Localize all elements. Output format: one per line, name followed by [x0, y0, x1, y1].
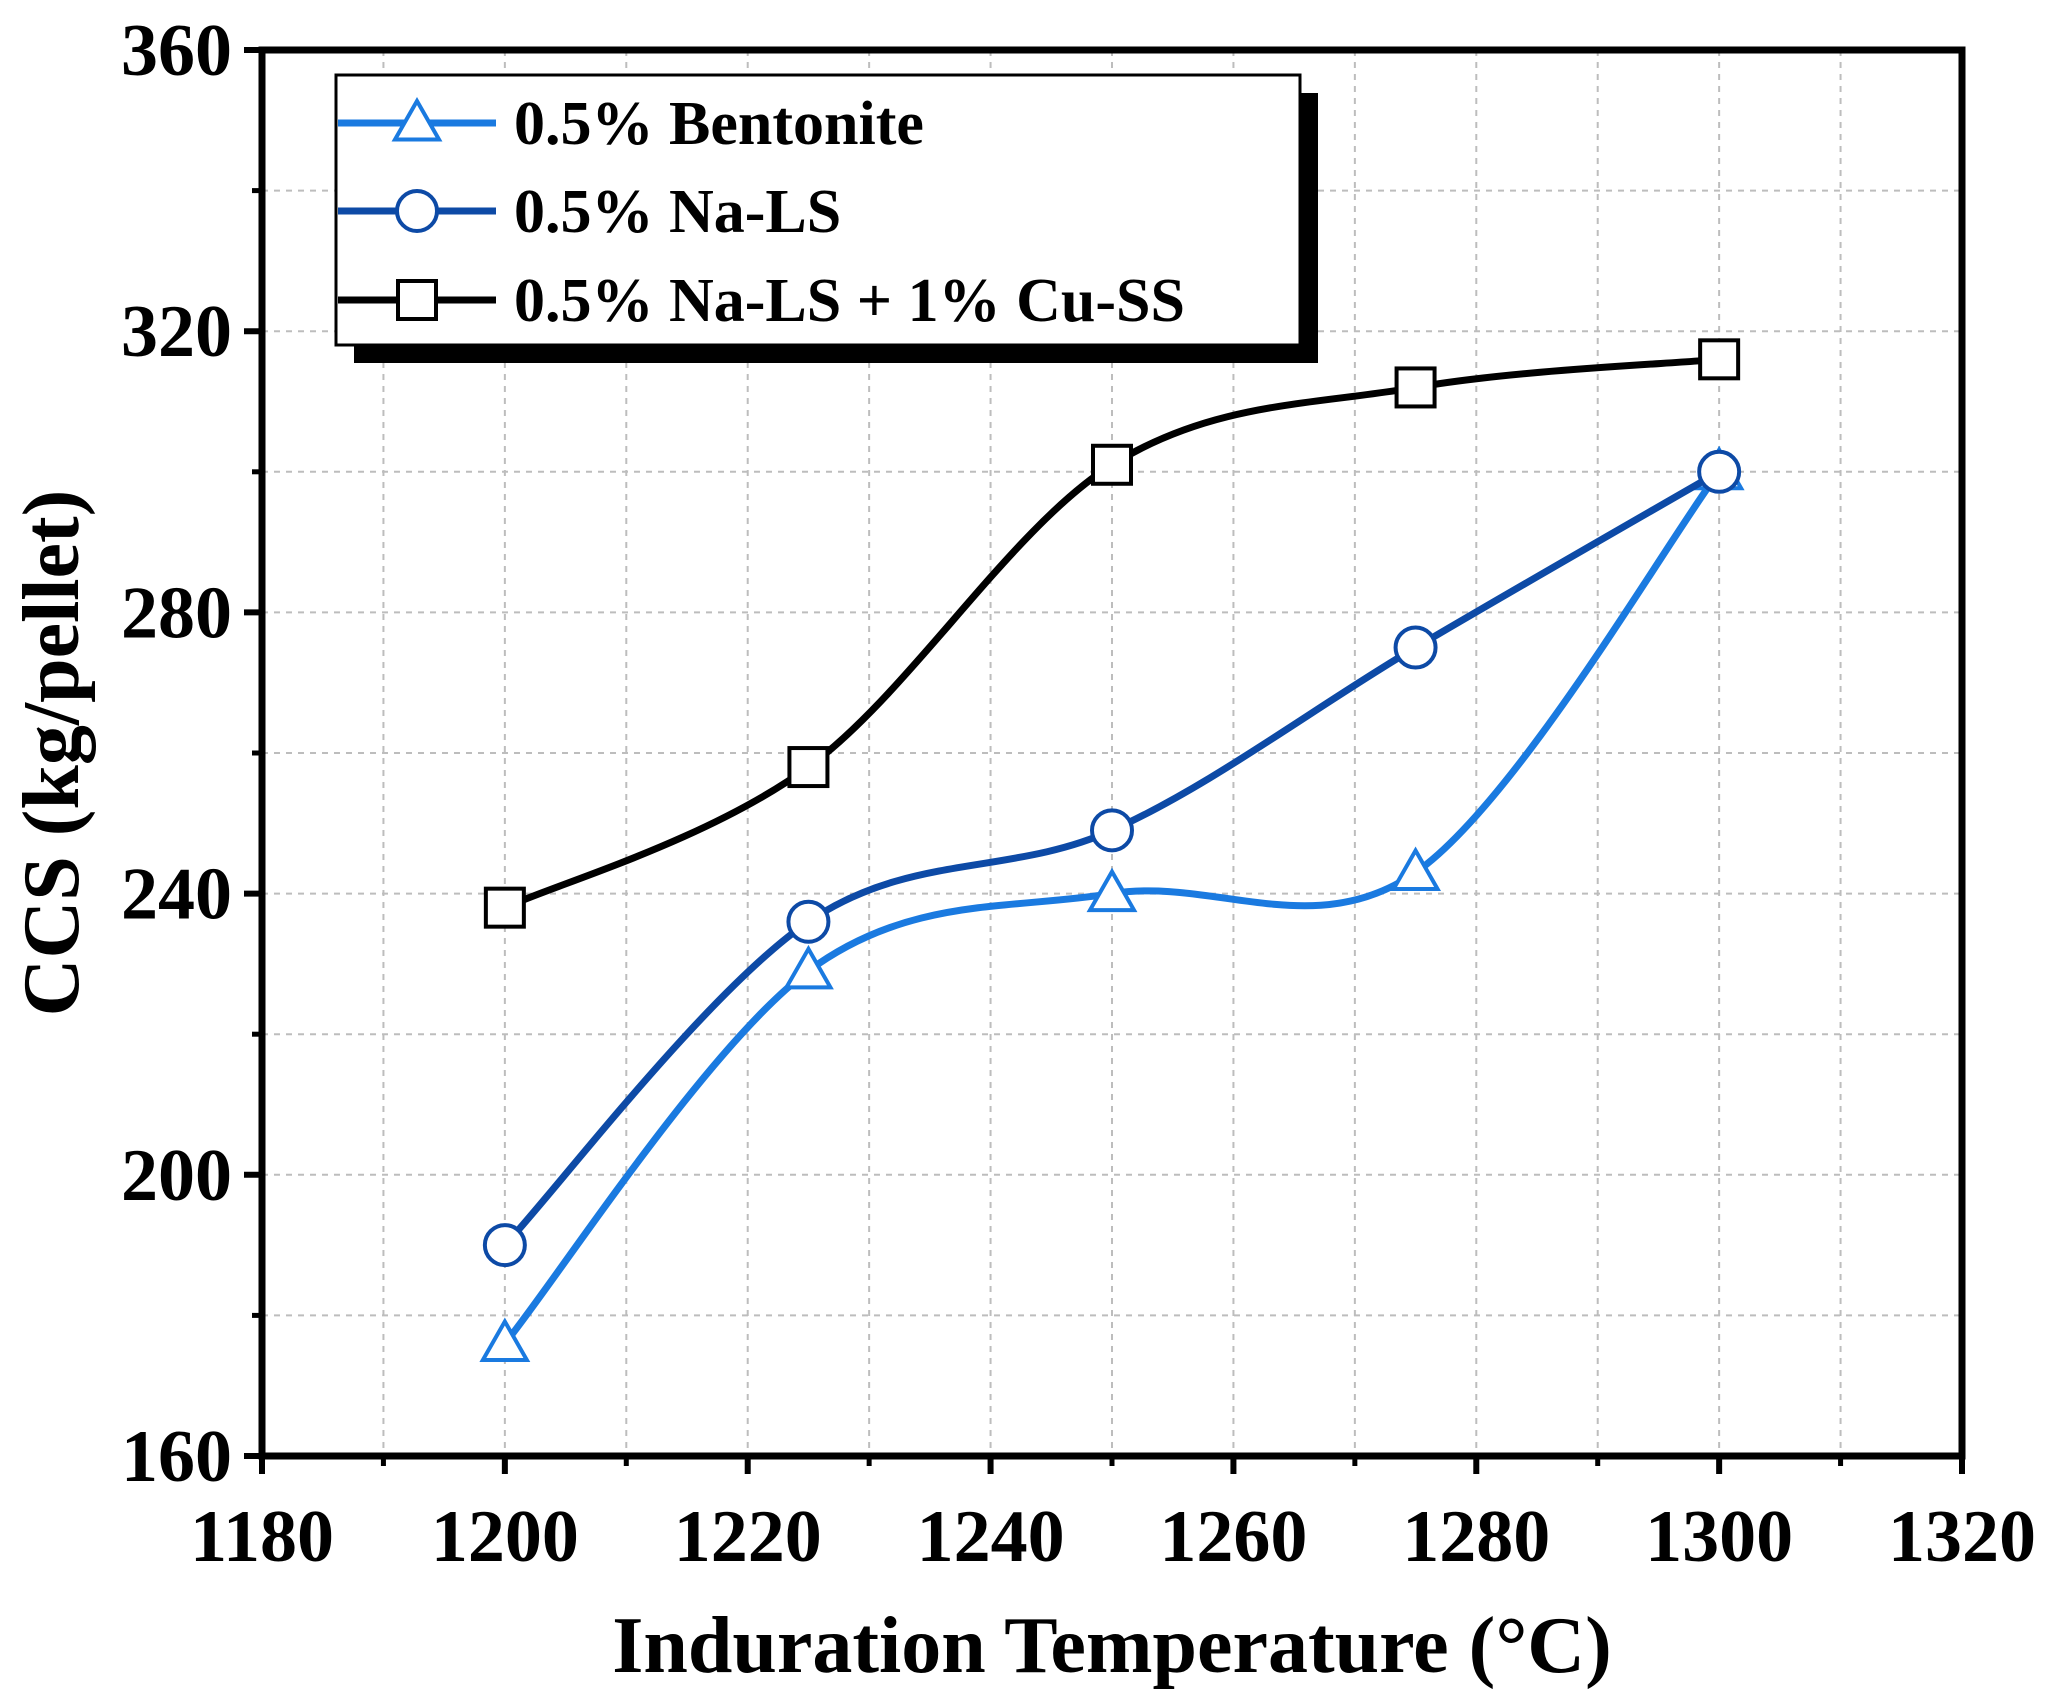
legend-item: 0.5% Bentonite — [338, 90, 924, 158]
x-tick-label: 1200 — [431, 1496, 579, 1578]
legend-marker — [391, 96, 443, 142]
x-axis-label: Induration Temperature (°C) — [612, 1602, 1611, 1690]
x-tick-label: 1240 — [917, 1496, 1065, 1578]
data-point — [1090, 808, 1134, 853]
series-2 — [483, 338, 1741, 929]
data-point — [1394, 366, 1437, 409]
legend-item: 0.5% Na-LS + 1% Cu-SS — [338, 267, 1185, 335]
y-tick-label: 200 — [121, 1135, 232, 1217]
data-point — [479, 1317, 531, 1363]
data-point — [482, 1223, 527, 1268]
y-tick-label: 160 — [121, 1416, 232, 1498]
y-tick-label: 320 — [121, 291, 232, 373]
series-layer — [479, 338, 1745, 1363]
tick-labels: 1180 1200 1220 1240 1260 1280 1300 1320 160 200 24… — [121, 10, 2036, 1578]
series-1 — [482, 449, 1742, 1268]
series-0 — [479, 445, 1745, 1363]
data-point — [786, 899, 831, 944]
legend-items: 0.5% Bentonite 0.5% Na-LS 0.5% Na-LS + 1% … — [338, 90, 1185, 335]
y-tick-label: 280 — [121, 572, 232, 654]
data-point — [1390, 846, 1442, 892]
data-point — [787, 746, 830, 789]
legend-label: 0.5% Na-LS + 1% Cu-SS — [514, 267, 1185, 335]
legend-item: 0.5% Na-LS — [338, 178, 841, 246]
data-point — [1697, 449, 1742, 494]
data-point — [1698, 338, 1741, 381]
x-tick-label: 1300 — [1645, 1496, 1793, 1578]
x-tick-label: 1320 — [1888, 1496, 2036, 1578]
legend-box — [334, 73, 1302, 347]
y-axis-label: CCS (kg/pellet) — [8, 490, 96, 1017]
y-tick-label: 360 — [121, 10, 232, 92]
legend-marker — [395, 189, 439, 233]
data-point — [1091, 443, 1133, 486]
y-tick-label: 240 — [121, 854, 232, 936]
data-point — [1086, 867, 1138, 913]
x-tick-label: 1280 — [1402, 1496, 1550, 1578]
ticks — [244, 47, 1965, 1474]
data-point — [483, 886, 526, 929]
legend: 0.5% Bentonite 0.5% Na-LS 0.5% Na-LS + 1% … — [334, 73, 1318, 363]
x-tick-label: 1220 — [674, 1496, 822, 1578]
data-point — [782, 944, 834, 990]
legend-label: 0.5% Na-LS — [514, 178, 841, 246]
x-tick-label: 1180 — [190, 1496, 334, 1578]
x-tick-label: 1260 — [1159, 1496, 1307, 1578]
data-point — [1393, 625, 1438, 670]
legend-marker — [396, 279, 438, 321]
grid — [262, 50, 1962, 1456]
legend-label: 0.5% Bentonite — [514, 90, 924, 158]
